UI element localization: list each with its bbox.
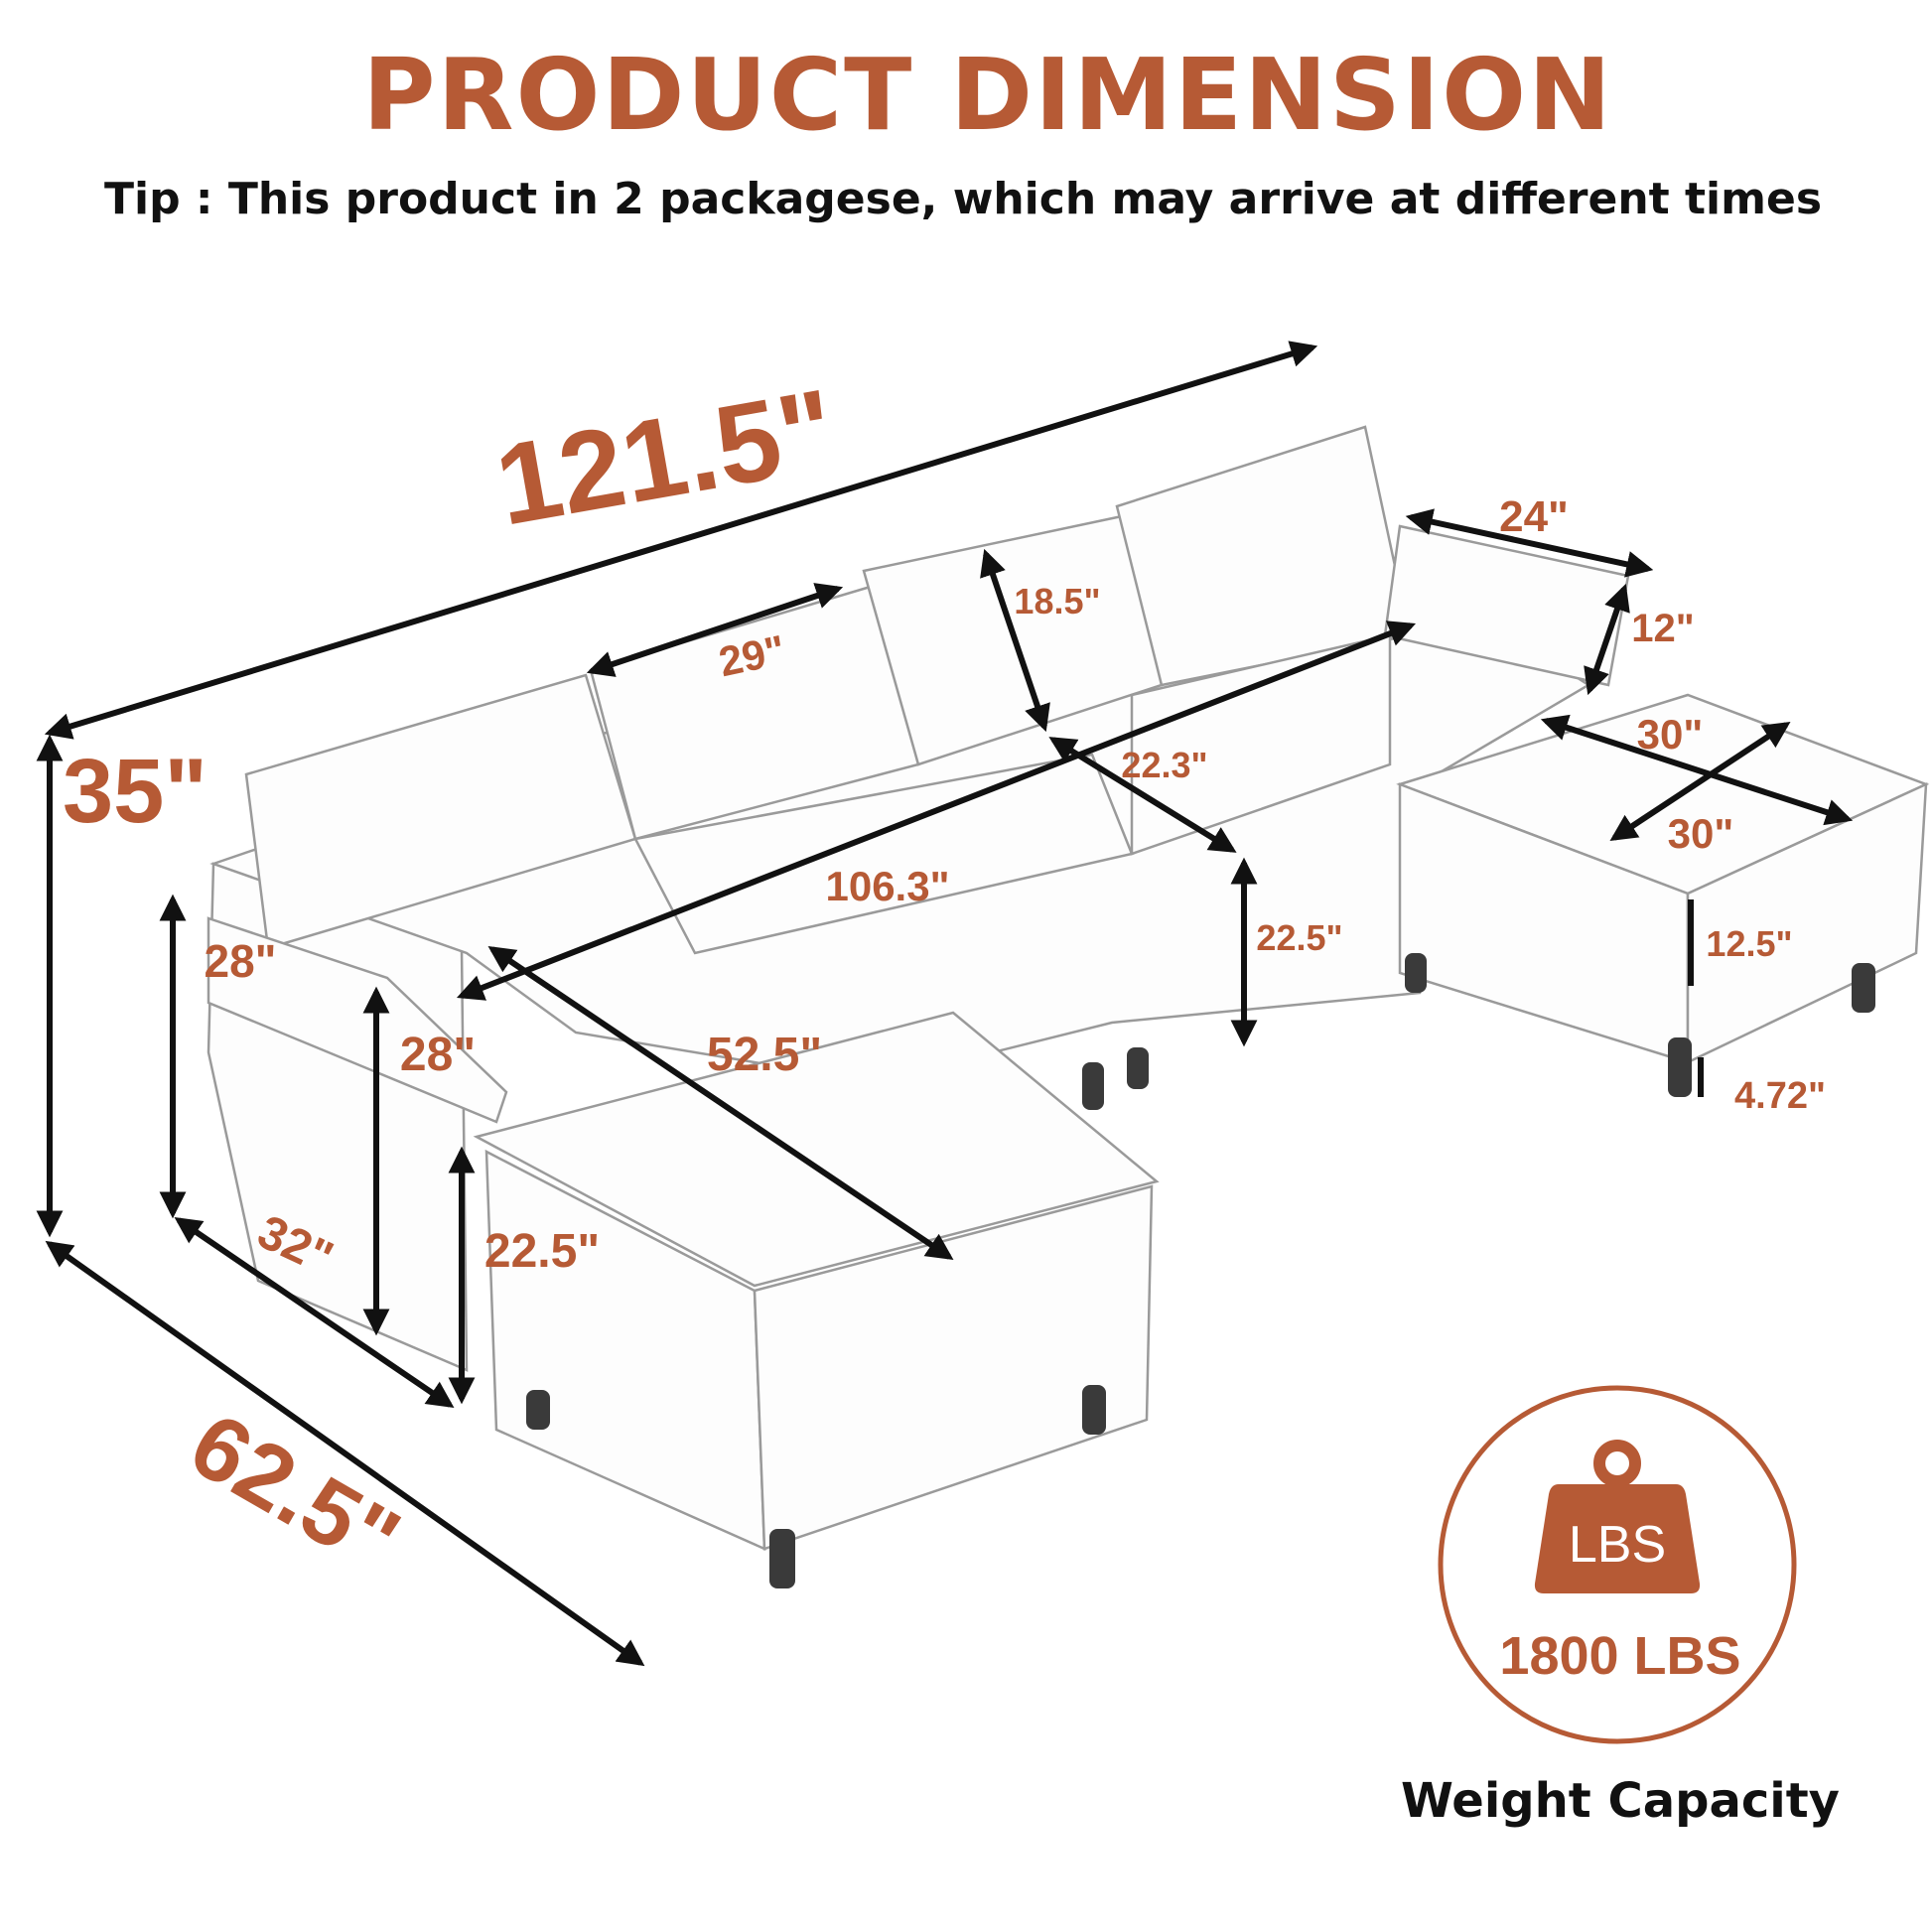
label-pillow-height: 12" <box>1631 607 1694 650</box>
label-back-cushion-height: 18.5" <box>1014 581 1100 621</box>
page-title: PRODUCT DIMENSION <box>362 37 1613 153</box>
weight-capacity-badge: LBS 1800 LBS <box>1438 1385 1797 1744</box>
label-chaise-length: 52.5" <box>707 1029 822 1081</box>
label-overall-height: 35" <box>63 741 207 842</box>
label-seat-depth: 22.3" <box>1121 745 1207 785</box>
label-overall-depth: 62.5" <box>174 1394 416 1592</box>
label-leg-height: 4.72" <box>1734 1075 1826 1117</box>
label-ottoman-height: 12.5" <box>1706 923 1792 964</box>
label-overall-length: 121.5" <box>487 365 844 549</box>
label-seat-height: 22.5" <box>1256 917 1342 958</box>
label-ottoman-width: 30" <box>1668 810 1734 857</box>
weight-icon-label: LBS <box>1569 1516 1666 1574</box>
label-seat-length: 106.3" <box>825 863 949 909</box>
label-chaise-seat-height: 22.5" <box>484 1225 600 1278</box>
label-ottoman-depth: 30" <box>1637 711 1704 758</box>
weight-caption: Weight Capacity <box>1401 1773 1840 1829</box>
weight-value: 1800 LBS <box>1499 1626 1740 1686</box>
label-arm-height-inner: 28" <box>400 1029 476 1081</box>
weight-lbs-icon: LBS <box>1534 1440 1701 1593</box>
tip-text: Tip : This product in 2 packagese, which… <box>104 174 1822 224</box>
label-pillow-width: 24" <box>1499 492 1569 541</box>
dimension-arrows <box>36 341 1854 1667</box>
label-arm-height: 28" <box>205 935 277 987</box>
